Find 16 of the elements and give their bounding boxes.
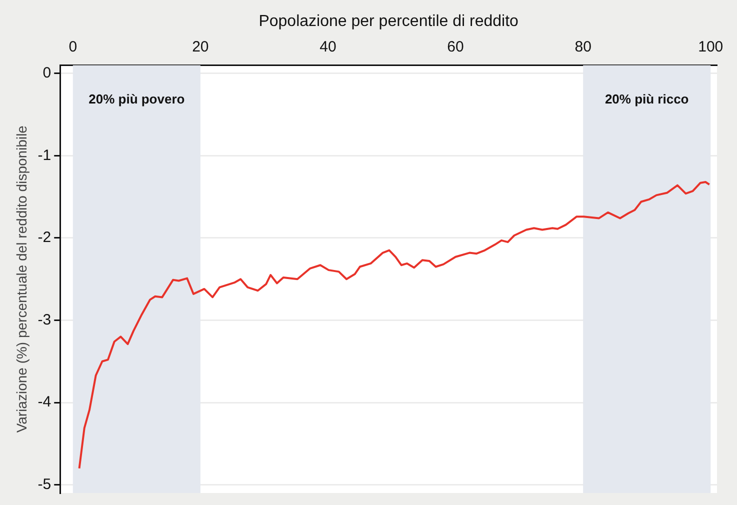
x-tick-label: 40 — [320, 38, 336, 56]
y-tick-label: -4 — [38, 394, 52, 411]
y-tick-label: -2 — [38, 229, 52, 246]
y-tick-label: -1 — [38, 146, 52, 164]
y-tick-label: -3 — [38, 311, 52, 328]
x-axis-title: Popolazione per percentile di reddito — [258, 13, 519, 30]
y-tick-label: 0 — [42, 64, 52, 82]
band-label: 20% più povero — [88, 91, 185, 106]
x-tick-label: 80 — [574, 38, 592, 56]
y-tick-label: -5 — [38, 476, 52, 493]
x-tick-label: 60 — [447, 38, 464, 56]
y-axis-title: Variazione (%) percentuale del reddito disponibile — [13, 125, 30, 433]
x-tick-label: 20 — [192, 38, 209, 56]
x-tick-label: 100 — [698, 38, 724, 56]
x-tick-label: 0 — [68, 38, 78, 56]
band-label: 20% più ricco — [604, 91, 689, 106]
